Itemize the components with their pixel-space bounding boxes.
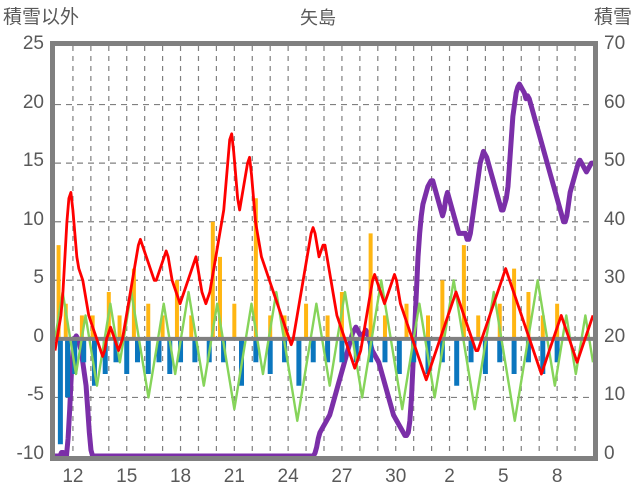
right-axis-title: 積雪 bbox=[593, 7, 632, 28]
ytick-right: 40 bbox=[604, 208, 626, 230]
ytick-left: 20 bbox=[22, 91, 44, 113]
xtick-label: 21 bbox=[223, 466, 245, 487]
page-title: 矢島 bbox=[300, 8, 336, 28]
ytick-left: 15 bbox=[22, 150, 44, 172]
ytick-right: 50 bbox=[604, 150, 626, 172]
xtick-label: 27 bbox=[331, 466, 353, 487]
series-temperature bbox=[55, 132, 593, 382]
xtick-label: 5 bbox=[498, 466, 509, 487]
ytick-right: 60 bbox=[604, 91, 626, 113]
xtick-label: 2 bbox=[444, 466, 455, 487]
ytick-left: 25 bbox=[22, 33, 44, 54]
ytick-right: 70 bbox=[604, 33, 626, 54]
xtick-label: 30 bbox=[385, 466, 407, 487]
ytick-right: 10 bbox=[604, 384, 626, 406]
plot-canvas bbox=[55, 46, 593, 456]
ytick-left: -5 bbox=[27, 384, 44, 406]
xtick-label: 18 bbox=[169, 466, 192, 487]
xtick-label: 15 bbox=[116, 466, 138, 487]
ytick-right: 0 bbox=[604, 443, 615, 464]
ytick-left: 5 bbox=[33, 267, 44, 289]
series-snow-depth bbox=[55, 81, 593, 456]
ytick-left: -10 bbox=[16, 443, 44, 464]
ytick-right: 30 bbox=[604, 267, 626, 289]
chart-svg bbox=[55, 46, 593, 456]
xtick-label: 24 bbox=[277, 466, 299, 487]
series-wind bbox=[55, 279, 593, 423]
ytick-left: 0 bbox=[33, 325, 44, 347]
xtick-label: 8 bbox=[551, 466, 563, 487]
xtick-label: 12 bbox=[62, 466, 84, 487]
ytick-right: 20 bbox=[604, 325, 626, 347]
left-axis-title: 積雪以外 bbox=[3, 7, 80, 28]
plot-area bbox=[50, 41, 598, 461]
ytick-left: 10 bbox=[22, 208, 44, 230]
